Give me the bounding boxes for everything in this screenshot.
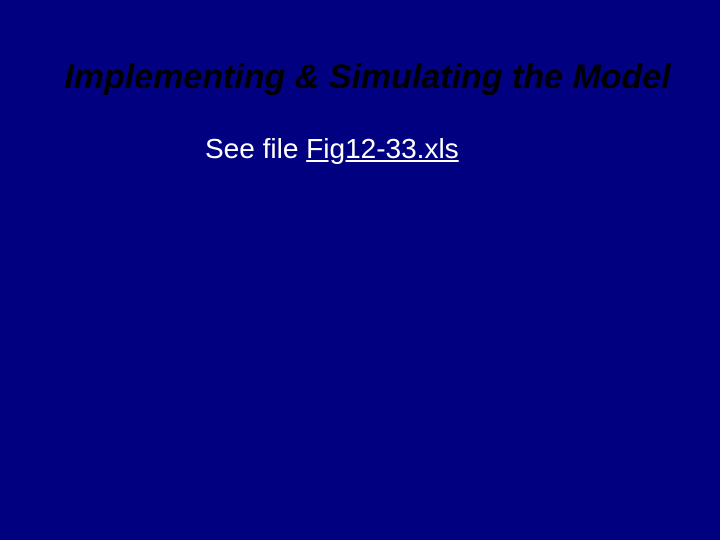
- slide-container: Implementing & Simulating the Model See …: [0, 0, 720, 540]
- body-prefix-text: See file: [205, 133, 306, 164]
- file-link[interactable]: Fig12-33.xls: [306, 133, 459, 164]
- slide-body: See file Fig12-33.xls: [0, 133, 720, 165]
- slide-title: Implementing & Simulating the Model: [0, 58, 720, 97]
